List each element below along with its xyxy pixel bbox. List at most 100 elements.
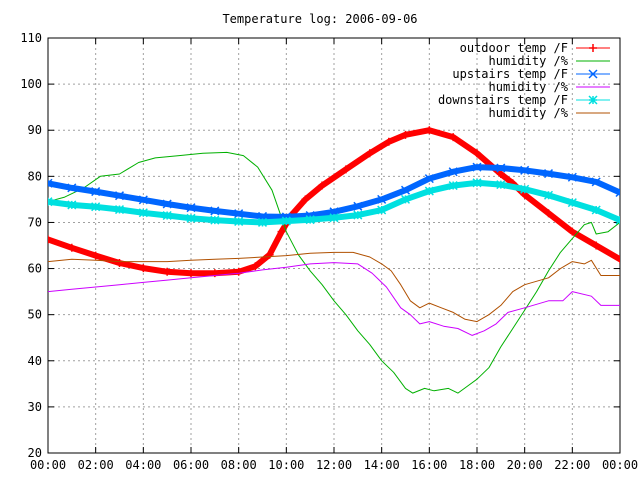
data-point-upstairs-temp-f-2 bbox=[114, 191, 125, 201]
x-tick-label: 04:00 bbox=[125, 458, 161, 472]
data-point-upstairs-temp-f-2 bbox=[591, 177, 601, 187]
data-point-outdoor-temp-f-0 bbox=[496, 170, 505, 179]
data-point-downstairs-temp-f-4 bbox=[615, 215, 620, 225]
series-upstairs-temp-f-2 bbox=[48, 162, 620, 222]
x-tick-label: 20:00 bbox=[507, 458, 543, 472]
series-group bbox=[48, 126, 620, 394]
data-point-upstairs-temp-f-2 bbox=[162, 199, 172, 209]
data-point-downstairs-temp-f-4 bbox=[543, 190, 554, 200]
y-tick-label: 100 bbox=[20, 77, 42, 91]
data-point-upstairs-temp-f-2 bbox=[567, 172, 577, 182]
data-point-outdoor-temp-f-0 bbox=[139, 264, 148, 273]
data-point-downstairs-temp-f-4 bbox=[496, 180, 506, 190]
legend-label-humidity-3: humidity /% bbox=[489, 80, 569, 94]
axes: 20 30 40 50 60 70 80 90 100 110 00:00 02:00 04:00 06:… bbox=[20, 31, 638, 472]
y-tick-label: 40 bbox=[28, 354, 42, 368]
data-point-outdoor-temp-f-0 bbox=[91, 251, 100, 260]
y-tick-label: 60 bbox=[28, 262, 42, 276]
y-tick-label: 110 bbox=[20, 31, 42, 45]
x-tick-label: 10:00 bbox=[268, 458, 304, 472]
y-tick-label: 70 bbox=[28, 215, 42, 229]
x-tick-label: 14:00 bbox=[364, 458, 400, 472]
data-point-downstairs-temp-f-4 bbox=[138, 208, 148, 218]
series-humidity-3 bbox=[48, 262, 620, 336]
data-point-upstairs-temp-f-2 bbox=[377, 194, 387, 204]
data-point-outdoor-temp-f-0 bbox=[277, 227, 286, 236]
x-tick-label: 00:00 bbox=[30, 458, 66, 472]
chart-title: Temperature log: 2006-09-06 bbox=[222, 12, 417, 26]
legend-label-downstairs-temp-f-4: downstairs temp /F bbox=[438, 93, 568, 107]
x-tick-label: 22:00 bbox=[554, 458, 590, 472]
series-line-outdoor-temp-f-0 bbox=[48, 127, 620, 277]
data-point-downstairs-temp-f-4 bbox=[567, 198, 577, 208]
data-point-outdoor-temp-f-0 bbox=[341, 165, 350, 174]
y-tick-label: 20 bbox=[28, 446, 42, 460]
data-point-downstairs-temp-f-4 bbox=[91, 202, 101, 212]
data-point-downstairs-temp-f-4 bbox=[114, 205, 125, 215]
legend-label-upstairs-temp-f-2: upstairs temp /F bbox=[452, 67, 568, 81]
data-point-downstairs-temp-f-4 bbox=[162, 210, 172, 221]
x-tick-label: 08:00 bbox=[221, 458, 257, 472]
data-point-upstairs-temp-f-2 bbox=[496, 163, 506, 173]
data-point-downstairs-temp-f-4 bbox=[472, 178, 482, 188]
series-humidity-1 bbox=[48, 151, 620, 394]
data-point-outdoor-temp-f-0 bbox=[67, 243, 76, 252]
y-tick-label: 30 bbox=[28, 400, 42, 414]
series-line-humidity-1 bbox=[48, 151, 620, 394]
data-point-downstairs-temp-f-4 bbox=[520, 184, 530, 194]
series-clip-group bbox=[48, 126, 620, 394]
data-point-upstairs-temp-f-2 bbox=[186, 203, 196, 213]
data-point-outdoor-temp-f-0 bbox=[301, 195, 310, 204]
data-point-downstairs-temp-f-4 bbox=[424, 186, 434, 196]
data-point-outdoor-temp-f-0 bbox=[384, 137, 393, 146]
data-point-upstairs-temp-f-2 bbox=[138, 195, 148, 205]
series-downstairs-temp-f-4 bbox=[48, 178, 620, 227]
data-point-downstairs-temp-f-4 bbox=[186, 213, 196, 223]
x-tick-label: 16:00 bbox=[411, 458, 447, 472]
data-point-upstairs-temp-f-2 bbox=[472, 162, 482, 172]
data-point-upstairs-temp-f-2 bbox=[234, 209, 244, 219]
data-point-outdoor-temp-f-0 bbox=[473, 149, 481, 158]
grid-lines bbox=[48, 38, 620, 453]
data-point-upstairs-temp-f-2 bbox=[543, 169, 554, 179]
y-tick-label: 50 bbox=[28, 308, 42, 322]
data-point-downstairs-temp-f-4 bbox=[48, 197, 53, 207]
data-point-downstairs-temp-f-4 bbox=[67, 200, 77, 210]
legend-marker-outdoor-temp-f-0 bbox=[589, 44, 597, 52]
data-point-outdoor-temp-f-0 bbox=[234, 267, 243, 276]
x-tick-label: 02:00 bbox=[78, 458, 114, 472]
data-point-outdoor-temp-f-0 bbox=[318, 181, 327, 190]
data-point-outdoor-temp-f-0 bbox=[592, 241, 601, 250]
data-point-outdoor-temp-f-0 bbox=[568, 227, 577, 236]
y-tick-label: 90 bbox=[28, 123, 42, 137]
legend-label-humidity-5: humidity /% bbox=[489, 106, 569, 120]
series-humidity-5 bbox=[48, 251, 620, 323]
data-point-upstairs-temp-f-2 bbox=[520, 165, 530, 175]
x-tick-label: 12:00 bbox=[316, 458, 352, 472]
legend-marker-downstairs-temp-f-4 bbox=[588, 95, 598, 105]
data-point-outdoor-temp-f-0 bbox=[449, 133, 458, 142]
data-point-upstairs-temp-f-2 bbox=[615, 187, 620, 198]
data-point-downstairs-temp-f-4 bbox=[448, 181, 458, 191]
data-point-upstairs-temp-f-2 bbox=[424, 174, 434, 184]
data-point-upstairs-temp-f-2 bbox=[67, 183, 77, 193]
data-point-downstairs-temp-f-4 bbox=[353, 210, 363, 220]
x-tick-label: 06:00 bbox=[173, 458, 209, 472]
data-point-downstairs-temp-f-4 bbox=[281, 216, 291, 226]
data-point-downstairs-temp-f-4 bbox=[329, 213, 339, 223]
data-point-downstairs-temp-f-4 bbox=[377, 205, 387, 215]
x-tick-label: 18:00 bbox=[459, 458, 495, 472]
data-point-outdoor-temp-f-0 bbox=[115, 259, 124, 268]
data-point-outdoor-temp-f-0 bbox=[187, 269, 195, 278]
legend-marker-upstairs-temp-f-2 bbox=[588, 69, 598, 79]
data-point-upstairs-temp-f-2 bbox=[48, 178, 53, 188]
data-point-downstairs-temp-f-4 bbox=[210, 215, 220, 225]
data-point-outdoor-temp-f-0 bbox=[616, 255, 620, 264]
x-tick-label: 00:00 bbox=[602, 458, 638, 472]
series-line-humidity-5 bbox=[48, 251, 620, 323]
data-point-upstairs-temp-f-2 bbox=[400, 185, 411, 195]
data-point-outdoor-temp-f-0 bbox=[425, 126, 434, 135]
data-point-downstairs-temp-f-4 bbox=[305, 215, 315, 225]
